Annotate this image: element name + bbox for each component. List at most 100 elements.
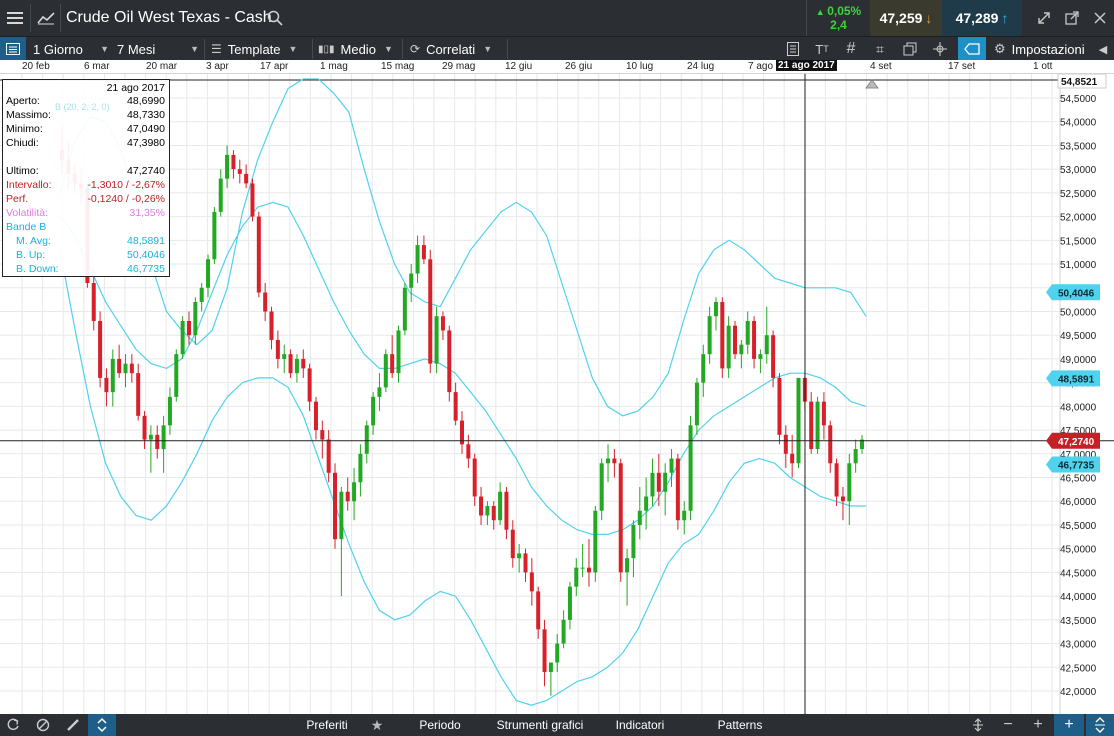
sell-price-box[interactable]: 47,259 ↓: [870, 0, 942, 36]
candle-body: [796, 377, 801, 464]
related-dropdown[interactable]: ⟳ Correlati ▼: [410, 41, 493, 57]
info-row: Perf. -0,1240 / -0,26%: [6, 193, 165, 206]
candle-body: [301, 358, 306, 369]
price-tick-label: 42,0000: [1060, 687, 1097, 698]
divider: [507, 39, 508, 59]
period-dropdown[interactable]: 1 Giorno ▼: [33, 41, 109, 57]
info-label: Intervallo:: [6, 179, 52, 191]
info-label: M. Avg:: [16, 235, 51, 247]
divider: [312, 39, 313, 59]
favorites-menu[interactable]: Preferiti: [306, 718, 348, 732]
range-dropdown[interactable]: 7 Mesi ▼: [117, 41, 199, 57]
drawing-tools-menu[interactable]: Strumenti grafici: [496, 718, 584, 732]
info-label: Bande B: [6, 221, 47, 233]
price-tick-label: 51,0000: [1060, 260, 1097, 271]
candle-body: [529, 572, 534, 592]
candle-body: [574, 567, 579, 587]
price-tick-label: 44,0000: [1060, 592, 1097, 603]
candle-body: [352, 482, 357, 502]
candle-body: [320, 430, 325, 440]
search-icon[interactable]: [265, 0, 285, 36]
collapse-icon[interactable]: ◀: [1098, 43, 1108, 56]
star-icon[interactable]: ★: [370, 716, 384, 733]
buy-price-box[interactable]: 47,289 ↑: [942, 0, 1022, 36]
candle-body: [593, 510, 598, 573]
disable-icon[interactable]: [30, 714, 56, 736]
candle-body: [371, 396, 376, 426]
crosshair-icon[interactable]: [926, 37, 954, 61]
notes-icon[interactable]: [780, 37, 806, 61]
candle-body: [485, 505, 490, 516]
info-row: B. Down: 46,7735: [6, 263, 165, 276]
candle-body: [625, 558, 630, 573]
candle-body: [599, 463, 604, 511]
menu-icon[interactable]: [0, 0, 30, 36]
candle-body: [745, 320, 750, 345]
info-value: 31,35%: [129, 207, 165, 219]
candle-body: [345, 491, 350, 502]
period-menu[interactable]: Periodo: [419, 718, 461, 732]
settings-button[interactable]: ⚙ Impostazioni: [994, 41, 1085, 57]
refresh-icon[interactable]: [0, 714, 26, 736]
zoom-reset-icon[interactable]: [964, 714, 992, 736]
candle-body: [231, 154, 236, 170]
close-icon[interactable]: [1086, 0, 1114, 36]
date-tick-label: 26 giu: [565, 61, 593, 72]
scroll-vertical-icon[interactable]: [88, 714, 116, 736]
grid-icon[interactable]: #: [846, 40, 856, 57]
info-date-row: 21 ago 2017: [6, 82, 165, 95]
candle-body: [853, 449, 858, 464]
info-row: Minimo: 47,0490: [6, 123, 165, 136]
template-dropdown[interactable]: ☰ Template ▼: [211, 41, 298, 57]
band-legend-hint: B (20, 2, 2, 0): [55, 102, 110, 112]
candle-body: [783, 434, 788, 454]
info-row: Bande B: [6, 221, 165, 234]
candle-body: [688, 425, 693, 511]
price-chart[interactable]: 54,5000 54,0000 53,5000 53,0000 52,5000 52,00…: [0, 73, 1114, 714]
crosshair-add-icon[interactable]: +: [1054, 714, 1084, 736]
indicators-menu[interactable]: Indicatori: [615, 718, 665, 732]
chart-line-icon[interactable]: [32, 0, 60, 36]
crosshair-grid-icon[interactable]: ⌗: [876, 40, 884, 57]
candle-body: [720, 301, 725, 369]
info-label: Minimo:: [6, 123, 43, 135]
date-axis: 20 feb 6 mar 20 mar 3 apr 17 apr 1 mag 15 mag 2…: [0, 60, 1114, 74]
price-tick-label: 46,5000: [1060, 474, 1097, 485]
date-tick-label: 1 ott: [1033, 61, 1053, 72]
candle-body: [142, 415, 147, 440]
caret-down-icon: ▼: [483, 44, 493, 54]
candle-body: [180, 320, 185, 355]
expand-icon[interactable]: [1030, 0, 1058, 36]
info-date: 21 ago 2017: [106, 82, 165, 94]
price-tick-label: 46,0000: [1060, 497, 1097, 508]
top-bar: Crude Oil West Texas - Cash ▲ 0,05% 2,4 …: [0, 0, 1114, 36]
candle-body: [834, 463, 839, 497]
candle-body: [250, 183, 255, 217]
patterns-menu[interactable]: Patterns: [717, 718, 763, 732]
date-tick-label: 20 feb: [22, 61, 50, 72]
label-tag-icon[interactable]: [958, 37, 986, 61]
price-tick-label: 52,0000: [1060, 213, 1097, 224]
candle-body: [307, 368, 312, 402]
gear-icon: ⚙: [994, 41, 1006, 56]
candle-body: [155, 434, 160, 450]
average-dropdown[interactable]: ▮▯▮ Medio ▼: [318, 41, 393, 57]
list-icon[interactable]: [0, 37, 26, 61]
candle-body: [244, 173, 249, 184]
info-row: Ultimo: 47,2740: [6, 165, 165, 178]
ohlc-info-box: 21 ago 2017 Aperto: 48,6990 Massimo: 48,733…: [2, 79, 170, 277]
zoom-in-icon[interactable]: +: [1033, 716, 1043, 733]
layers-icon[interactable]: [896, 37, 924, 61]
fit-vertical-icon[interactable]: [1086, 714, 1114, 736]
zoom-out-icon[interactable]: −: [1003, 716, 1013, 733]
popout-icon[interactable]: [1058, 0, 1086, 36]
pencil-icon[interactable]: [60, 714, 86, 736]
chart-area[interactable]: 54,5000 54,0000 53,5000 53,0000 52,5000 52,00…: [0, 73, 1114, 714]
date-tick-label: 4 set: [870, 61, 892, 72]
candle-body: [339, 491, 344, 540]
candle-body: [504, 491, 509, 530]
date-tick-label: 15 mag: [381, 61, 415, 72]
price-tick-label: 42,5000: [1060, 663, 1097, 674]
candle-body: [656, 472, 661, 492]
